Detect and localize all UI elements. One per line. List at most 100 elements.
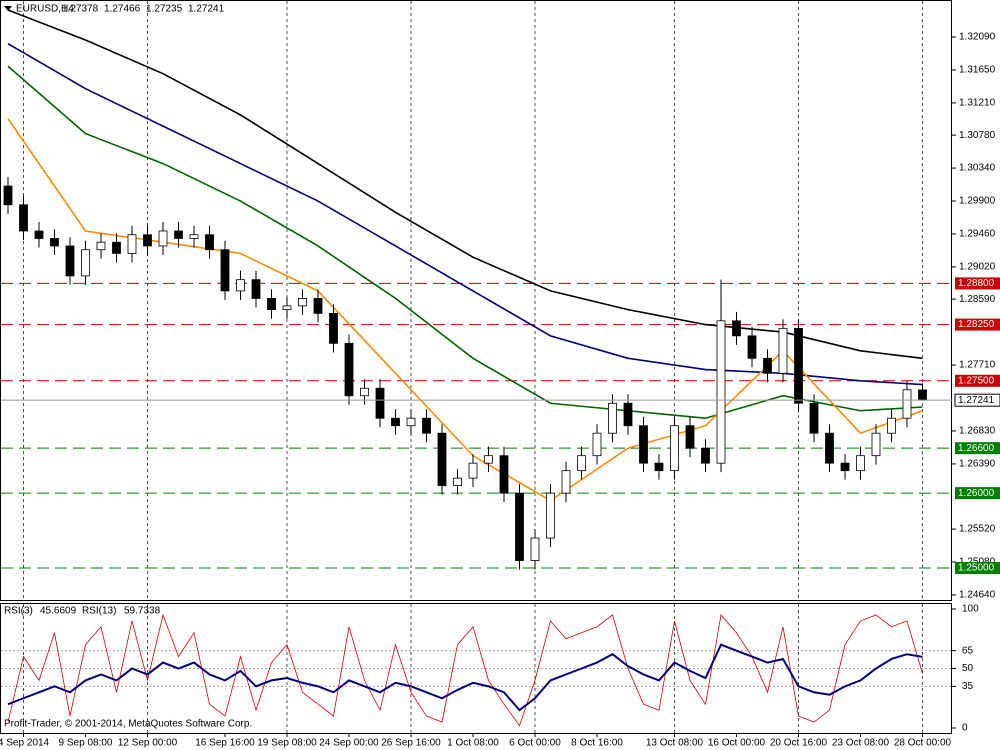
- candle-body: [701, 447, 710, 464]
- candle-body: [484, 455, 493, 464]
- y-tick-label: 0: [962, 723, 968, 734]
- x-tick-label: 1 Oct 08:00: [447, 738, 499, 749]
- x-tick-label: 19 Sep 08:00: [257, 738, 317, 749]
- level-label: 1.28250: [958, 319, 995, 330]
- header-text: 1.27378: [62, 4, 99, 15]
- candle-body: [391, 417, 400, 427]
- rsi-header: RSI(13): [82, 606, 116, 617]
- candle-body: [871, 432, 881, 457]
- candle-body: [267, 297, 276, 311]
- candle-body: [639, 425, 648, 464]
- candle-body: [654, 462, 664, 472]
- candle-body: [189, 234, 199, 239]
- level-label-box: [955, 442, 1000, 455]
- level-label: 1.26600: [958, 443, 995, 454]
- candle-body: [592, 432, 602, 457]
- candle-body: [19, 204, 28, 232]
- candle-body: [747, 335, 757, 359]
- x-tick-label: 16 Sep 16:00: [195, 738, 255, 749]
- rsi-header: RSI(3): [4, 606, 33, 617]
- candle-body: [251, 279, 261, 299]
- candle-body: [515, 492, 524, 561]
- x-tick-label: 16 Oct 00:00: [708, 738, 766, 749]
- candle-body: [887, 417, 896, 434]
- current-price-label: 1.27241: [958, 395, 995, 406]
- candle-body: [499, 455, 509, 494]
- level-label: 1.27500: [958, 375, 995, 386]
- header-text: 1.27241: [188, 4, 225, 15]
- candle-body: [437, 432, 447, 487]
- level-label-box: [955, 487, 1000, 500]
- candle-body: [65, 245, 75, 277]
- candle-body: [623, 402, 633, 427]
- level-label-box: [955, 318, 1000, 331]
- x-tick-label: 23 Oct 08:00: [832, 738, 890, 749]
- candle-body: [81, 249, 90, 277]
- candle-body: [205, 234, 214, 251]
- rsi-pane: [0, 603, 952, 734]
- candle-body: [530, 537, 540, 561]
- level-label: 1.26000: [958, 488, 995, 499]
- candle-body: [778, 327, 788, 374]
- candle-body: [840, 462, 850, 472]
- candle-body: [468, 462, 478, 479]
- candle-body: [112, 241, 121, 254]
- candle-body: [918, 389, 927, 401]
- y-tick-label: 50: [962, 663, 974, 674]
- level-label-box: [955, 562, 1000, 575]
- moving-average: [7, 65, 923, 420]
- y-tick-label: 1.31210: [959, 98, 996, 109]
- header-text: 1.27235: [146, 4, 183, 15]
- y-tick-label: 35: [962, 681, 974, 692]
- candle-body: [329, 312, 338, 344]
- rsi-line: [7, 613, 923, 727]
- candle-body: [220, 249, 230, 292]
- candle-body: [561, 470, 571, 494]
- y-tick-label: 1.26390: [959, 459, 996, 470]
- candle-body: [360, 387, 369, 397]
- candle-body: [794, 327, 803, 404]
- candle-body: [422, 417, 431, 434]
- x-tick-label: 9 Sep 08:00: [59, 738, 113, 749]
- y-tick-label: 1.24640: [959, 590, 996, 601]
- candle-body: [3, 185, 13, 206]
- candle-body: [50, 238, 59, 247]
- candle-body: [143, 234, 152, 247]
- candle-body: [716, 320, 726, 464]
- header-text: 1.27466: [104, 4, 141, 15]
- x-tick-label: 13 Oct 08:00: [646, 738, 704, 749]
- header-text: EURUSD,H4: [16, 4, 74, 15]
- candle-body: [825, 432, 834, 464]
- y-tick-label: 1.29460: [959, 229, 996, 240]
- candle-body: [406, 417, 416, 427]
- level-label: 1.25000: [958, 563, 995, 574]
- price-pane: [0, 0, 952, 601]
- y-tick-label: 1.29020: [959, 262, 996, 273]
- y-tick-label: 1.30780: [959, 130, 996, 141]
- y-tick-label: 100: [962, 604, 979, 615]
- y-tick-label: 1.27710: [959, 360, 996, 371]
- level-label-box: [955, 277, 1000, 290]
- x-tick-label: 12 Sep 00:00: [118, 738, 178, 749]
- candle-body: [96, 241, 106, 251]
- candle-body: [453, 477, 462, 487]
- x-tick-label: 26 Sep 16:00: [381, 738, 441, 749]
- x-tick-label: 8 Oct 16:00: [571, 738, 623, 749]
- y-tick-label: 1.25520: [959, 524, 996, 535]
- candle-body: [577, 455, 586, 472]
- y-tick-label: 1.32090: [959, 32, 996, 43]
- candle-body: [34, 230, 44, 239]
- candle-body: [158, 230, 168, 247]
- candle-body: [670, 425, 679, 472]
- x-tick-label: 24 Sep 00:00: [319, 738, 379, 749]
- candle-body: [856, 455, 865, 472]
- candle-body: [313, 297, 323, 314]
- candle-body: [174, 230, 183, 239]
- rsi-header: 45.6609: [40, 606, 77, 617]
- candle-body: [375, 387, 385, 419]
- menu-triangle: [4, 6, 12, 11]
- x-tick-label: 20 Oct 16:00: [770, 738, 828, 749]
- rsi-line: [7, 643, 923, 712]
- copyright: Profit-Trader, © 2001-2014, MetaQuotes S…: [4, 719, 252, 730]
- y-tick-label: 65: [962, 645, 974, 656]
